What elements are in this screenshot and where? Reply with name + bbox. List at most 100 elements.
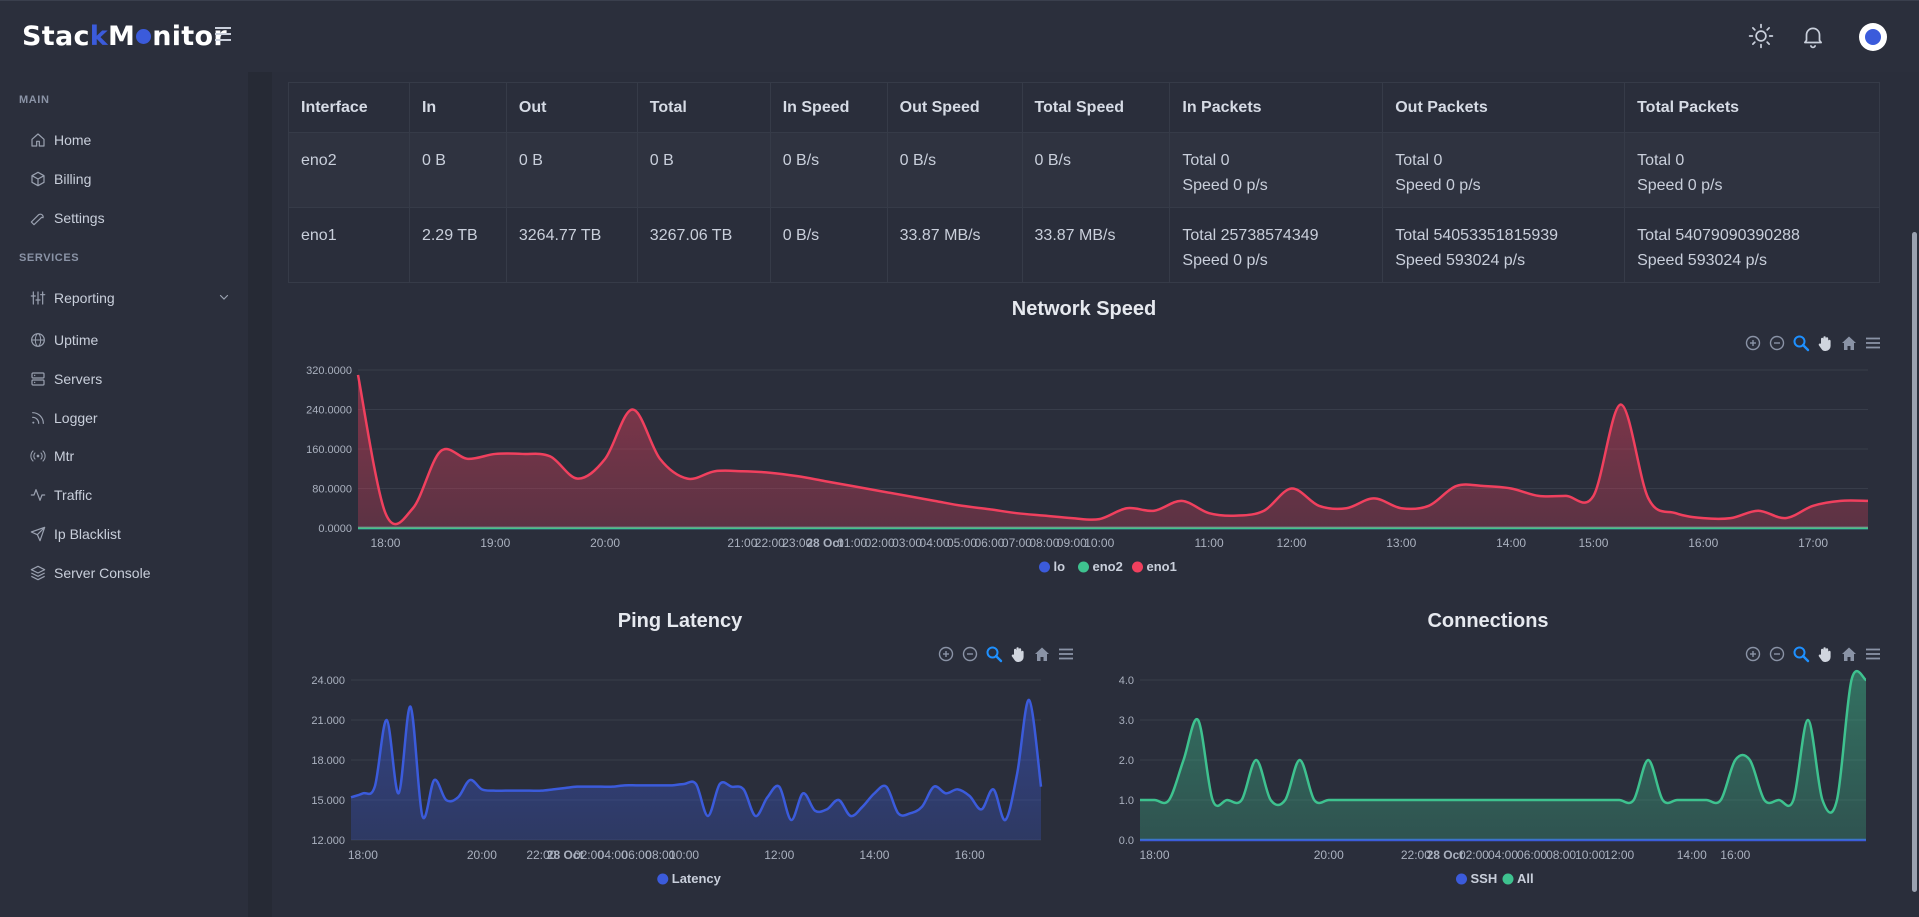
- zoom-out-icon[interactable]: [961, 645, 979, 663]
- sidebar-item-traffic[interactable]: Traffic: [30, 483, 230, 507]
- column-header[interactable]: Total: [636, 82, 771, 133]
- legend-marker[interactable]: [1502, 873, 1514, 885]
- page-scrollbar[interactable]: [1910, 72, 1919, 917]
- column-header[interactable]: Total Speed: [1021, 82, 1171, 133]
- cell-total: 3267.06 TB: [636, 207, 771, 283]
- selection-zoom-icon[interactable]: [985, 645, 1003, 663]
- sidebar-item-server-console[interactable]: Server Console: [30, 561, 230, 585]
- legend-label-lo[interactable]: lo: [1054, 559, 1066, 574]
- x-tick-label: 08:00: [1029, 536, 1059, 550]
- x-tick-label: 16:00: [1720, 848, 1750, 862]
- reset-home-icon[interactable]: [1840, 334, 1858, 352]
- selection-zoom-icon[interactable]: [1792, 334, 1810, 352]
- pan-hand-icon[interactable]: [1816, 645, 1834, 663]
- legend-label-eno1[interactable]: eno1: [1147, 559, 1177, 574]
- network-speed-title: Network Speed: [1011, 298, 1157, 320]
- legend-label-Latency[interactable]: Latency: [672, 871, 722, 886]
- legend-marker[interactable]: [1132, 561, 1143, 573]
- reset-home-icon[interactable]: [1033, 645, 1051, 663]
- legend-label-eno2[interactable]: eno2: [1093, 559, 1123, 574]
- x-tick-label: 18:00: [348, 848, 378, 862]
- zoom-out-icon[interactable]: [1768, 334, 1786, 352]
- zoom-in-icon[interactable]: [1744, 334, 1762, 352]
- menu-icon[interactable]: [1057, 645, 1075, 663]
- column-header[interactable]: Out Packets: [1382, 82, 1626, 133]
- cell-in: 0 B: [408, 132, 507, 208]
- x-tick-label: 22:00: [1401, 848, 1431, 862]
- column-header[interactable]: In Packets: [1169, 82, 1384, 133]
- sidebar-item-label: Server Console: [54, 565, 151, 581]
- menu-icon[interactable]: [1864, 645, 1882, 663]
- zoom-in-icon[interactable]: [937, 645, 955, 663]
- sidebar-item-label: Settings: [54, 210, 105, 226]
- cell-out-packets: Total 0 Speed 0 p/s: [1382, 132, 1626, 208]
- zoom-in-icon[interactable]: [1744, 645, 1762, 663]
- x-tick-label: 20:00: [590, 536, 620, 550]
- column-header[interactable]: In: [408, 82, 507, 133]
- legend-marker[interactable]: [1039, 561, 1050, 573]
- column-header[interactable]: Out Speed: [886, 82, 1023, 133]
- sidebar-item-servers[interactable]: Servers: [30, 367, 230, 391]
- top-bar: StackM nitor: [0, 0, 1919, 72]
- reset-home-icon[interactable]: [1840, 645, 1858, 663]
- interface-table: Interface In Out Total In Speed Out Spee…: [288, 82, 1880, 283]
- cell-in-speed: 0 B/s: [769, 132, 888, 208]
- network-speed-chart[interactable]: 0.0000 80.0000 160.0000 240.0000 320.0000 18:…: [288, 355, 1880, 580]
- sidebar-item-ip-blacklist[interactable]: Ip Blacklist: [30, 522, 230, 546]
- sidebar-item-uptime[interactable]: Uptime: [30, 328, 230, 352]
- legend-marker[interactable]: [1456, 873, 1467, 885]
- legend-label-SSH[interactable]: SSH: [1471, 871, 1498, 886]
- brand-logo[interactable]: StackM nitor: [22, 21, 227, 52]
- legend-marker[interactable]: [1078, 561, 1089, 573]
- selection-zoom-icon[interactable]: [1792, 645, 1810, 663]
- column-header[interactable]: In Speed: [769, 82, 888, 133]
- sidebar-item-label: Ip Blacklist: [54, 526, 121, 542]
- table-header-row: Interface In Out Total In Speed Out Spee…: [288, 82, 1880, 133]
- y-tick-label: 15.000: [311, 795, 345, 807]
- sidebar-section-services: SERVICES: [19, 252, 80, 264]
- legend-marker[interactable]: [657, 873, 669, 885]
- packets-speed: Speed 0 p/s: [1182, 177, 1268, 194]
- x-tick-label: 22:00: [526, 848, 556, 862]
- legend-label-All[interactable]: All: [1517, 871, 1534, 886]
- pan-hand-icon[interactable]: [1009, 645, 1027, 663]
- column-header[interactable]: Total Packets: [1624, 82, 1880, 133]
- pan-hand-icon[interactable]: [1816, 334, 1834, 352]
- y-tick-label: 12.000: [311, 835, 345, 847]
- column-header[interactable]: Out: [505, 82, 638, 133]
- y-tick-label: 0.0: [1119, 835, 1134, 847]
- sidebar-item-reporting[interactable]: Reporting: [30, 286, 230, 310]
- wrench-icon: [30, 213, 44, 226]
- sidebar-item-label: Billing: [54, 171, 92, 187]
- x-tick-label: 07:00: [1002, 536, 1032, 550]
- menu-toggle-icon[interactable]: [215, 27, 231, 41]
- sidebar-item-settings[interactable]: Settings: [30, 206, 230, 230]
- x-tick-label: 14:00: [1677, 848, 1707, 862]
- rss-icon: [32, 412, 44, 424]
- sidebar-item-logger[interactable]: Logger: [30, 406, 230, 430]
- notification-bell-icon[interactable]: [1800, 23, 1826, 49]
- column-header[interactable]: Interface: [288, 82, 410, 133]
- x-tick-label: 14:00: [859, 848, 889, 862]
- sidebar-item-mtr[interactable]: Mtr: [30, 444, 230, 468]
- sidebar-item-label: Logger: [54, 410, 98, 426]
- scrollbar-thumb[interactable]: [1912, 232, 1917, 892]
- ping-latency-chart[interactable]: 12.000 15.000 18.000 21.000 24.000 18:00 20:00…: [288, 668, 1068, 893]
- y-tick-label: 0.0000: [318, 523, 352, 535]
- series-line-All[interactable]: [1140, 669, 1867, 814]
- content-gutter: [248, 72, 272, 917]
- cell-out: 0 B: [505, 132, 638, 208]
- user-avatar[interactable]: [1859, 23, 1887, 51]
- zoom-out-icon[interactable]: [1768, 645, 1786, 663]
- x-tick-label: 16:00: [1688, 536, 1718, 550]
- sidebar-item-home[interactable]: Home: [30, 128, 230, 152]
- cell-total-speed: 33.87 MB/s: [1021, 207, 1171, 283]
- sidebar-item-label: Mtr: [54, 448, 75, 464]
- menu-icon[interactable]: [1864, 334, 1882, 352]
- series-line-Latency[interactable]: [350, 698, 1043, 822]
- theme-toggle-icon[interactable]: [1748, 23, 1774, 49]
- series-line-eno1[interactable]: [356, 374, 1869, 526]
- sidebar-item-billing[interactable]: Billing: [30, 167, 230, 191]
- cell-out: 3264.77 TB: [505, 207, 638, 283]
